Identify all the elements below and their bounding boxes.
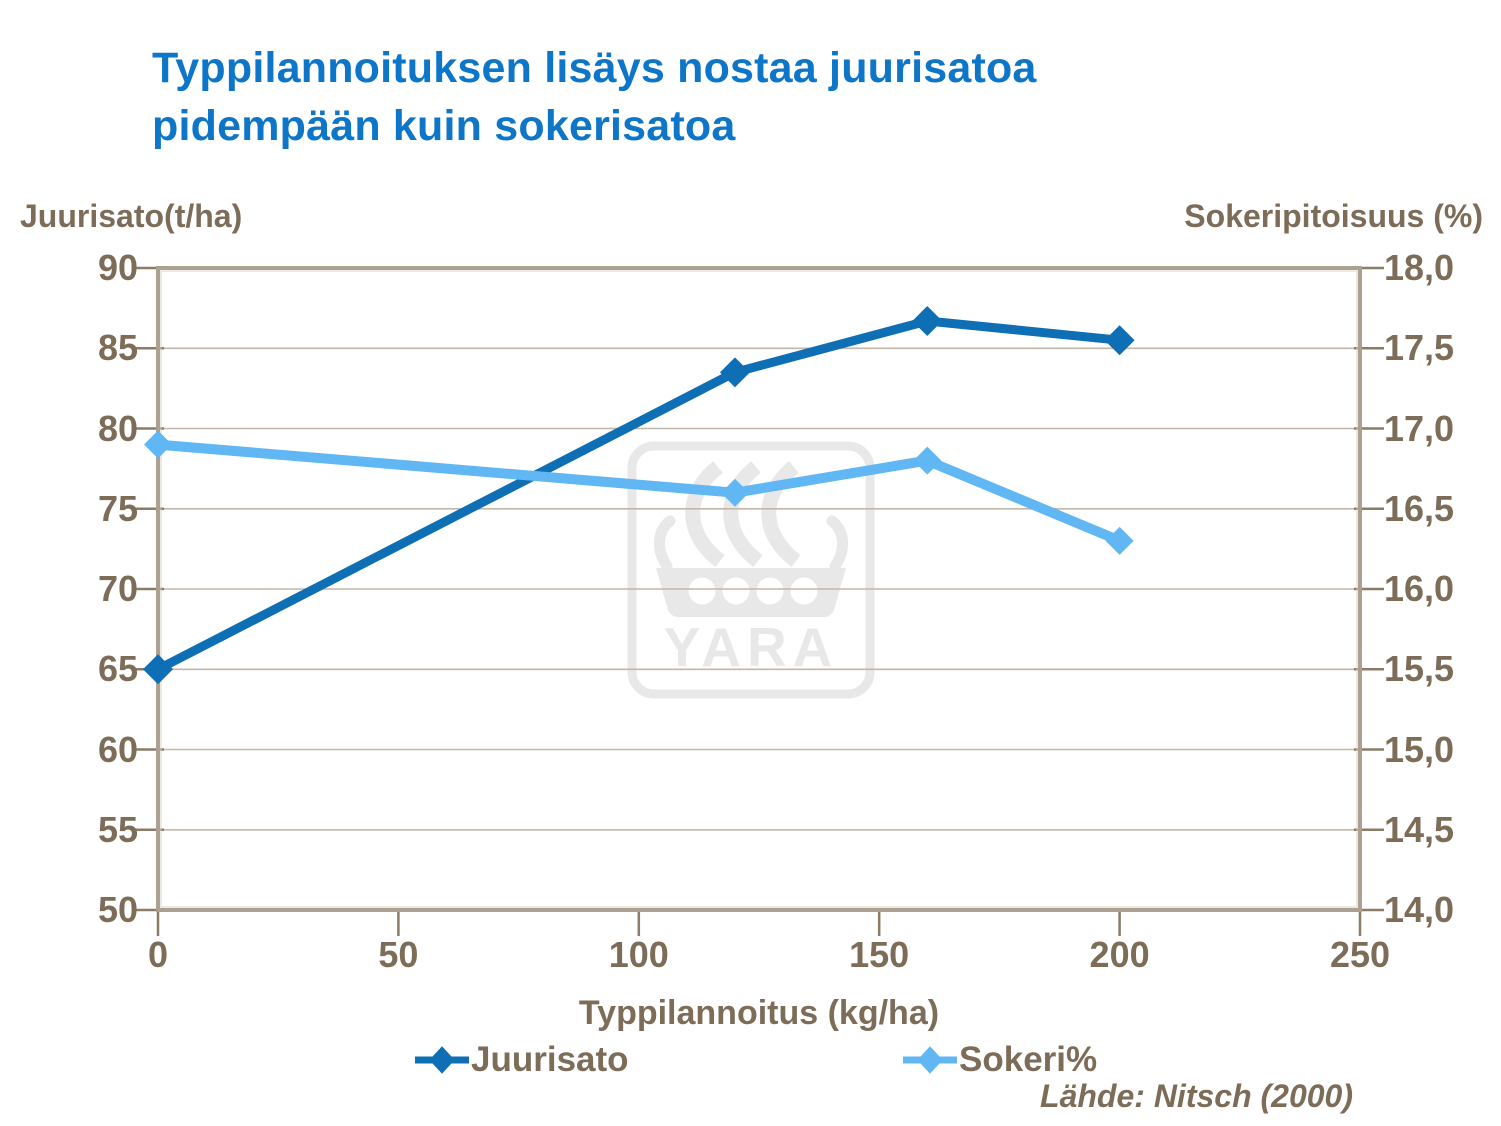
series-Sokeri: [157, 439, 1122, 546]
juurisato-line-marker-icon: [415, 1046, 469, 1074]
legend-label-sokeri: Sokeri%: [959, 1040, 1098, 1079]
left-axis-tick-label: 80: [97, 407, 138, 449]
data-point-marker: [720, 478, 749, 507]
data-point-marker: [143, 654, 173, 685]
x-axis-tick-label: 250: [1329, 934, 1391, 975]
legend-item-juurisato: Juurisato: [415, 1040, 629, 1080]
yara-watermark-icon: YARA: [627, 441, 875, 699]
data-point-marker: [719, 357, 750, 388]
right-axis-tick-label: 16,5: [1384, 487, 1455, 529]
x-axis-tick-label: 0: [147, 934, 169, 975]
left-axis-tick-label: 85: [97, 327, 138, 369]
right-axis-tick-label: 15,0: [1384, 728, 1455, 770]
right-axis-tick-label: 14,5: [1384, 808, 1455, 850]
right-axis-tick-label: 17,0: [1384, 407, 1455, 449]
right-axis-title: Sokeripitoisuus (%): [1184, 198, 1483, 234]
right-axis-tick-label: 16,0: [1384, 568, 1455, 609]
legend-label-juurisato: Juurisato: [471, 1040, 629, 1079]
left-axis-tick-label: 60: [97, 728, 138, 770]
x-axis-tick-label: 50: [378, 934, 419, 975]
x-axis-tick-label: 200: [1089, 934, 1150, 975]
data-point-marker: [1105, 526, 1134, 555]
right-axis-tick-label: 18,0: [1384, 247, 1455, 288]
data-point-marker: [144, 430, 172, 459]
data-point-marker: [1104, 325, 1135, 356]
x-axis-title: Typpilannoitus (kg/ha): [578, 994, 940, 1032]
left-axis-tick-label: 65: [97, 648, 138, 690]
left-axis-tick-label: 75: [97, 487, 138, 529]
x-axis-tick-label: 150: [849, 934, 910, 975]
right-axis-tick-label: 17,5: [1384, 327, 1455, 369]
chart-title: Typpilannoituksen lisäys nostaa juurisat…: [152, 44, 1037, 150]
svg-text:YARA: YARA: [664, 616, 839, 678]
source-note: Lähde: Nitsch (2000): [1040, 1078, 1353, 1114]
x-axis-tick-label: 100: [608, 934, 669, 975]
sokeri-line-marker-icon: [903, 1046, 957, 1074]
data-point-marker: [913, 446, 942, 475]
right-axis-tick-label: 15,5: [1384, 648, 1455, 690]
series-Juurisato: [155, 316, 1121, 674]
left-axis-title: Juurisato(t/ha): [20, 198, 243, 234]
left-axis-tick-label: 70: [97, 568, 138, 609]
data-point-marker: [912, 305, 943, 336]
left-axis-tick-label: 50: [97, 889, 138, 930]
left-axis-tick-label: 55: [97, 808, 138, 850]
right-axis-tick-label: 14,0: [1384, 889, 1455, 930]
legend-item-sokeri: Sokeri%: [903, 1040, 1097, 1080]
left-axis-tick-label: 90: [97, 247, 138, 288]
